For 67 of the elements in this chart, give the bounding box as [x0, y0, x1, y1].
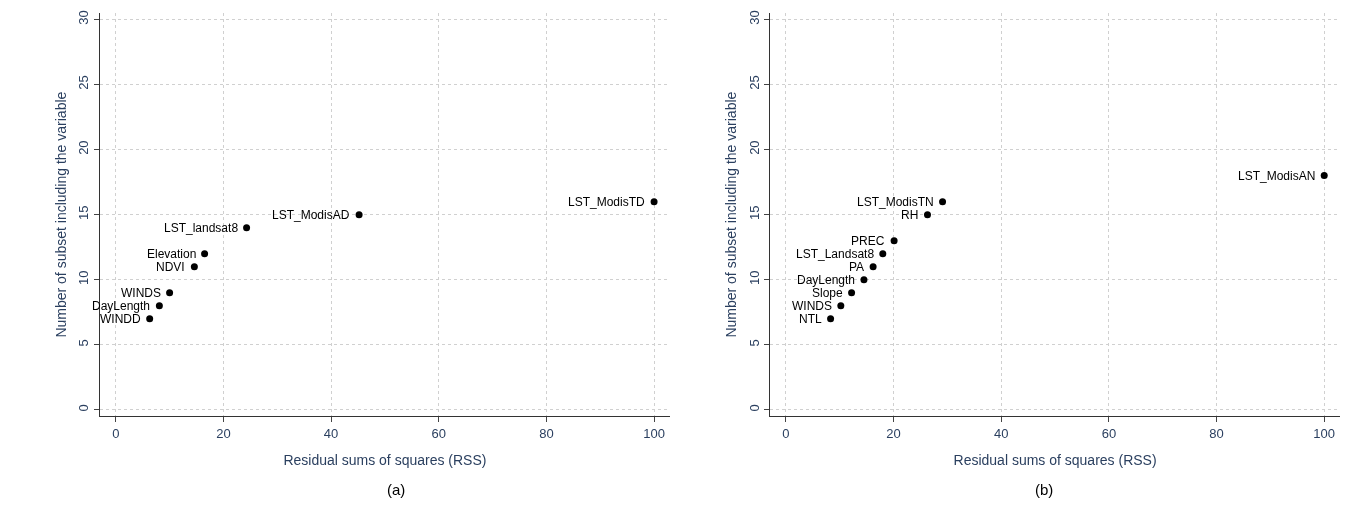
point	[860, 276, 868, 284]
annotation: RH	[901, 208, 919, 222]
annotation: WINDS	[792, 299, 832, 313]
x-tick-label: 100	[643, 425, 665, 441]
point	[201, 250, 209, 258]
x-tick-label: 100	[1313, 425, 1336, 441]
point	[166, 289, 174, 297]
annotation: LST_ModisTD	[568, 195, 646, 209]
y-tick-label: 5	[746, 339, 762, 347]
y-tick-label: 25	[746, 75, 762, 90]
point	[355, 211, 363, 219]
x-tick-label: 0	[112, 425, 120, 441]
point	[827, 315, 835, 323]
point	[939, 198, 947, 206]
annotation: LST_Landsat8	[796, 247, 875, 261]
y-tick-label: 30	[746, 10, 762, 25]
y-tick-label: 20	[76, 140, 92, 155]
annotation: LST_landsat8	[164, 221, 239, 235]
annotation: LST_ModisTN	[857, 195, 934, 209]
y-tick-label: 5	[76, 339, 92, 347]
point	[848, 289, 856, 297]
y-tick-label: 30	[76, 10, 92, 25]
point	[155, 302, 163, 310]
y-tick-label: 10	[746, 270, 762, 285]
y-tick-label: 20	[746, 140, 762, 155]
x-tick-label: 60	[1101, 425, 1117, 441]
x-tick-label: 80	[1209, 425, 1224, 441]
x-tick-label: 60	[431, 425, 446, 441]
y-axis-title: Number of subset including the variable	[723, 91, 740, 338]
point	[879, 250, 887, 258]
point	[190, 263, 198, 271]
x-tick-label: 80	[539, 425, 554, 441]
x-tick-label: 0	[782, 425, 790, 441]
annotation: Slope	[812, 286, 844, 300]
y-tick-label: 15	[76, 205, 92, 220]
y-axis-title: Number of subset including the variable	[53, 91, 70, 338]
point	[837, 302, 845, 310]
text: (a)	[387, 481, 406, 498]
x-tick-label: 40	[993, 425, 1009, 441]
point	[1320, 172, 1328, 180]
annotation: Elevation	[147, 247, 197, 261]
annotation: PREC	[851, 234, 885, 248]
point	[650, 198, 658, 206]
x-axis-title: Residual sums of squares (RSS)	[283, 452, 487, 469]
annotation: NDVI	[156, 260, 185, 274]
point	[146, 315, 154, 323]
x-tick-label: 40	[323, 425, 339, 441]
y-tick-label: 0	[746, 404, 762, 412]
point	[243, 224, 251, 232]
x-axis-title: Residual sums of squares (RSS)	[953, 452, 1157, 469]
annotation: PA	[849, 260, 865, 274]
annotation: WINDD	[100, 312, 141, 326]
point	[890, 237, 898, 245]
annotation: WINDS	[121, 286, 161, 300]
point	[869, 263, 877, 271]
annotation: LST_ModisAN	[1238, 169, 1316, 183]
point	[923, 211, 931, 219]
annotation: LST_ModisAD	[272, 208, 350, 222]
x-tick-label: 20	[886, 425, 901, 441]
y-tick-label: 15	[746, 205, 762, 220]
y-tick-label: 0	[76, 404, 92, 412]
annotation: NTL	[799, 312, 822, 326]
x-tick-label: 20	[216, 425, 231, 441]
y-tick-label: 25	[76, 75, 92, 90]
y-tick-label: 10	[76, 270, 92, 285]
text: (b)	[1035, 481, 1054, 498]
annotation: DayLength	[797, 273, 856, 287]
